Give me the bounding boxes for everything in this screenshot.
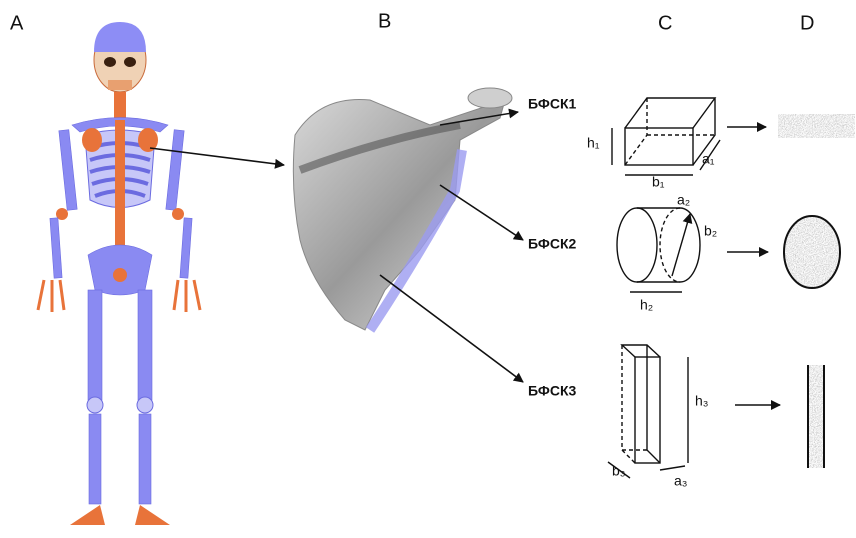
- sample-image: [778, 114, 855, 138]
- dimension-label: h₃: [695, 393, 709, 409]
- figure: A B C D БФСК1 БФСК2 БФСК3 h₁ b₁ a₁ a₂ b₂…: [0, 0, 856, 533]
- dimension-label: h₂: [640, 297, 653, 313]
- skeleton: [38, 22, 200, 525]
- unit-label: БФСК1: [528, 96, 576, 112]
- arrow: [440, 185, 523, 240]
- dimension-label: b₁: [652, 174, 665, 190]
- dimension-label: b₃: [612, 463, 626, 479]
- arrow: [380, 275, 523, 382]
- prism: [608, 345, 688, 478]
- unit-label: БФСК2: [528, 236, 576, 252]
- scapula: [293, 88, 512, 330]
- cylinder: [617, 208, 700, 292]
- dimension-label: b₂: [704, 223, 717, 239]
- arrow: [150, 148, 284, 165]
- panel-label: A: [10, 12, 24, 34]
- panel-label: D: [800, 12, 814, 34]
- panel-label: C: [658, 12, 672, 34]
- dimension-label: a₃: [674, 473, 688, 489]
- dimension-label: a₁: [702, 151, 715, 167]
- panel-label: B: [378, 10, 391, 32]
- dimension-label: a₂: [677, 192, 690, 208]
- dimension-label: h₁: [587, 135, 600, 151]
- sample-image: [808, 365, 824, 468]
- unit-label: БФСК3: [528, 383, 576, 399]
